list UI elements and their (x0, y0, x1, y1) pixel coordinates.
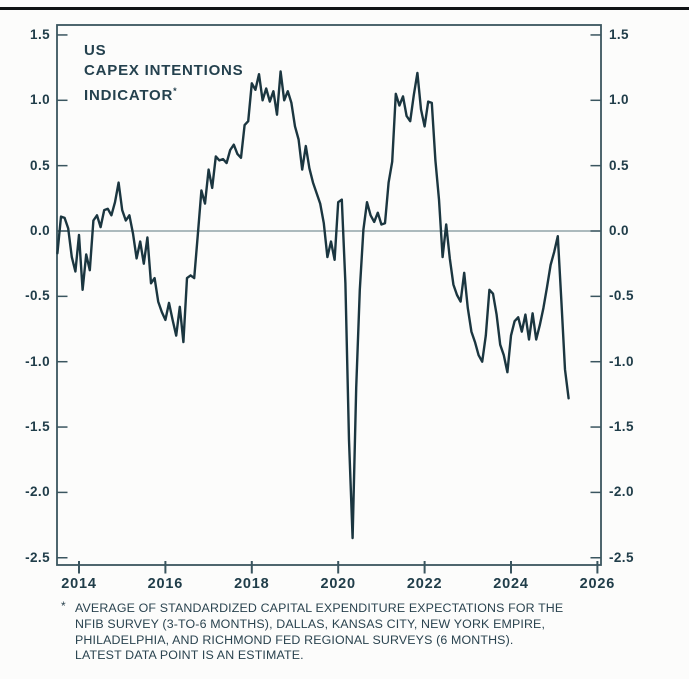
chart-title-line3: INDICATOR* (84, 86, 177, 104)
y-axis-label-left--1.5: -1.5 (25, 419, 50, 435)
y-axis-label-right--2.5: -2.5 (609, 549, 634, 565)
y-axis-label-left-0.0: 0.0 (30, 223, 50, 238)
y-axis-label-right-0.5: 0.5 (609, 157, 629, 173)
chart-title-line2: CAPEX INTENTIONS (84, 62, 244, 79)
y-axis-label-left-1.0: 1.0 (30, 92, 50, 108)
y-axis-label-left-1.5: 1.5 (30, 26, 50, 42)
x-axis-label-2020: 2020 (320, 576, 356, 592)
y-axis-label-right-1.5: 1.5 (609, 26, 629, 42)
x-axis-label-2026: 2026 (579, 576, 616, 592)
footnote-line: NFIB SURVEY (3-TO-6 MONTHS), DALLAS, KAN… (75, 616, 546, 631)
plot-border (56, 24, 602, 566)
y-axis-label-left--1.0: -1.0 (25, 353, 50, 369)
chart-title: US CAPEX INTENTIONS INDICATOR* (84, 41, 243, 106)
capex-indicator-line (56, 70, 570, 540)
chart-footnote: * AVERAGE OF STANDARDIZED CAPITAL EXPEND… (61, 599, 661, 664)
capex-intentions-chart: US CAPEX INTENTIONS INDICATOR* 1.5 1.5 1.0… (25, 24, 634, 592)
footnote-line: LATEST DATA POINT IS AN ESTIMATE. (75, 648, 304, 663)
y-axis-label-right--2.0: -2.0 (609, 484, 634, 500)
footnote-line: PHILADELPHIA, AND RICHMOND FED REGIONAL … (75, 632, 514, 647)
y-axis-label-right--1.0: -1.0 (609, 353, 634, 369)
x-axis-label-2018: 2018 (234, 576, 270, 592)
y-axis-label-right-1.0: 1.0 (609, 92, 629, 108)
x-axis-label-2022: 2022 (406, 576, 443, 592)
x-axis-label-2014: 2014 (61, 576, 97, 592)
y-axis-label-right--1.5: -1.5 (609, 419, 634, 435)
footnote-text: AVERAGE OF STANDARDIZED CAPITAL EXPENDIT… (75, 601, 661, 664)
y-axis-label-right-0.0: 0.0 (609, 223, 629, 238)
y-axis-label-right--0.5: -0.5 (609, 288, 634, 304)
footnote-asterisk: * (61, 599, 66, 613)
top-border-rule (0, 7, 689, 10)
y-axis-label-left-0.5: 0.5 (30, 157, 50, 173)
footnote-line: AVERAGE OF STANDARDIZED CAPITAL EXPENDIT… (75, 601, 564, 615)
x-axis-label-2016: 2016 (147, 576, 184, 592)
y-axis-label-left--0.5: -0.5 (25, 288, 50, 304)
y-axis-label-left--2.5: -2.5 (25, 549, 50, 565)
y-axis-label-left--2.0: -2.0 (25, 484, 50, 500)
x-axis-label-2024: 2024 (493, 576, 529, 592)
title-footnote-marker: * (173, 86, 177, 96)
chart-title-line1: US (84, 42, 107, 59)
plot-area-svg (56, 24, 602, 574)
